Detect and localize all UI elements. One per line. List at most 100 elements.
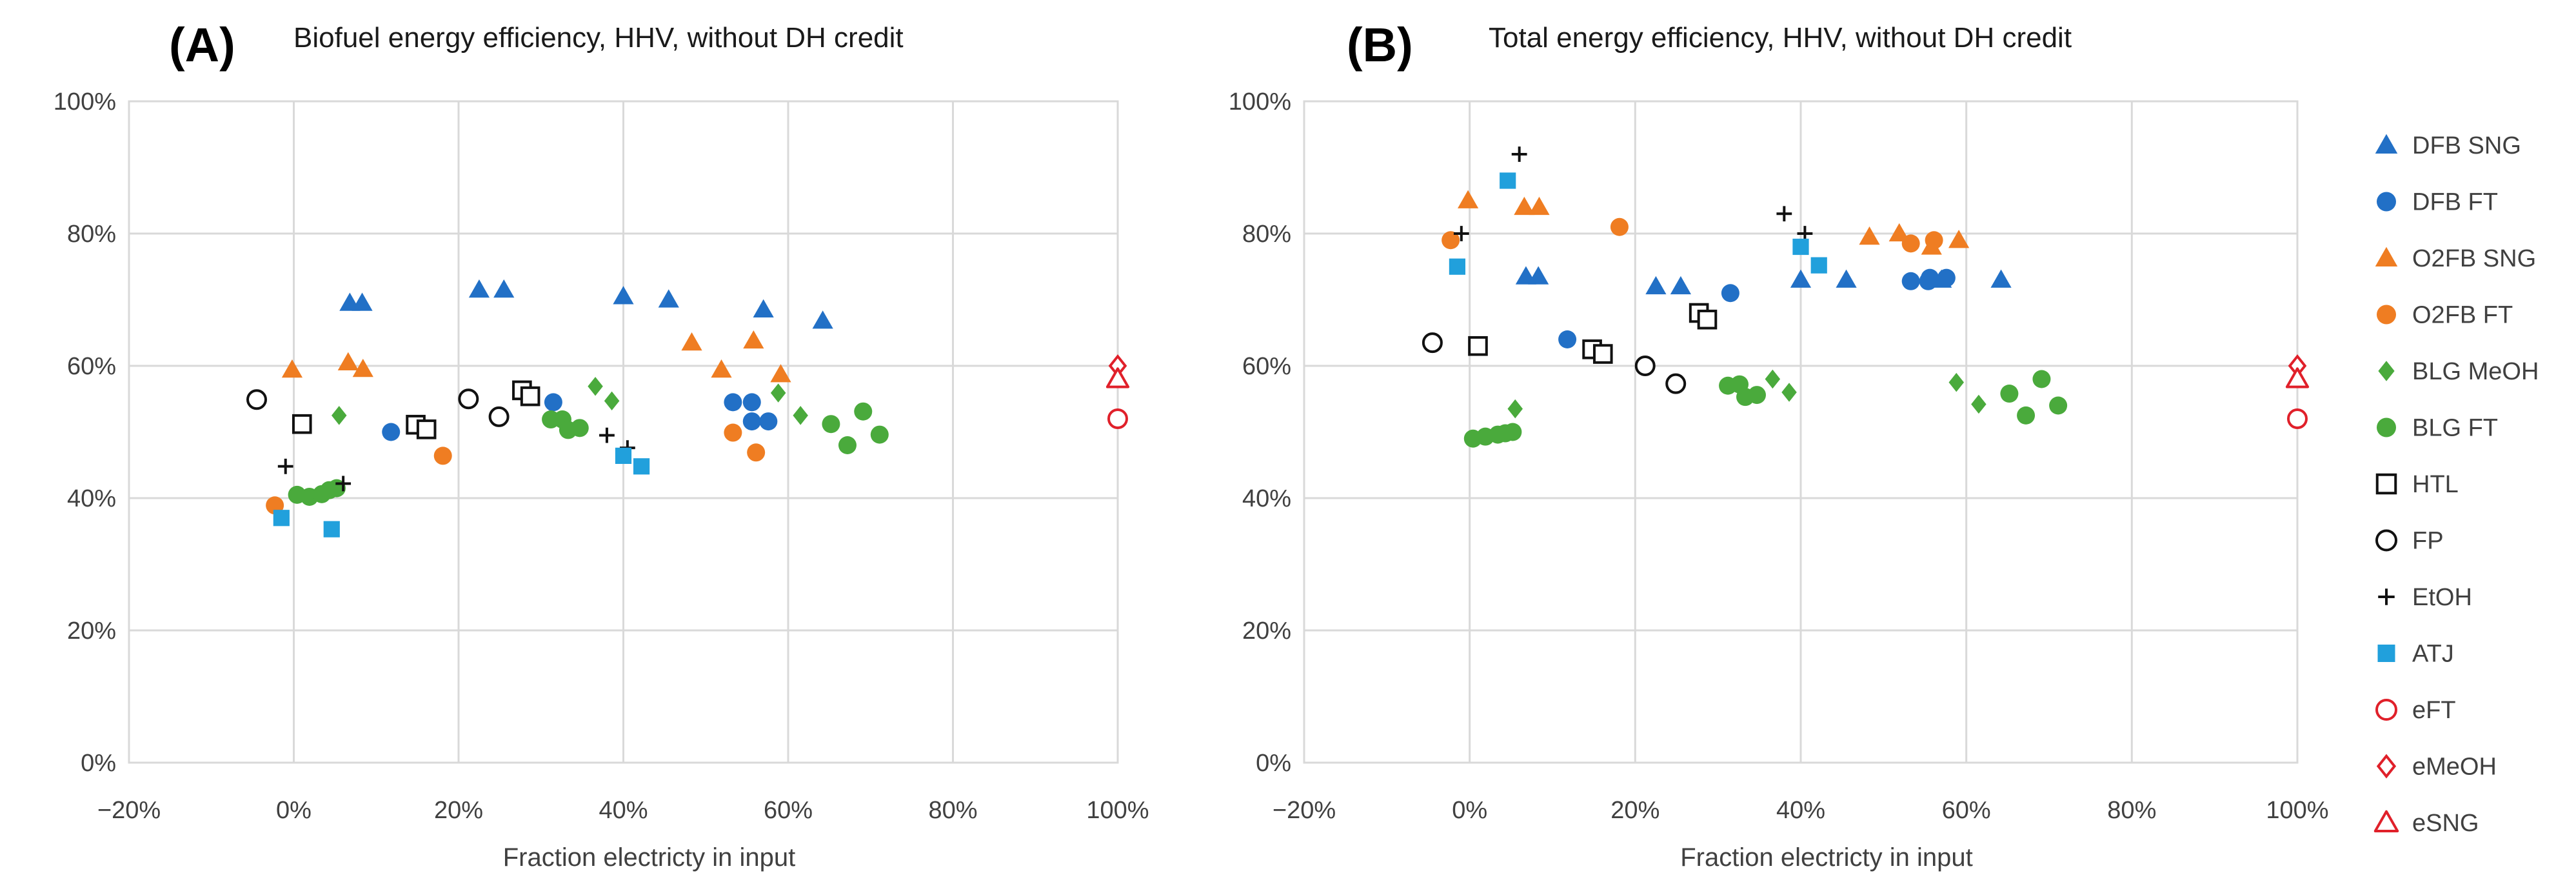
data-point-dfb-ft [724,393,742,412]
legend-item-atj: ATJ [2377,641,2454,668]
data-point-blg-meoh [1507,399,1523,419]
legend-item-dfb-ft: DFB FT [2377,189,2498,216]
data-point-fp [488,406,510,427]
x-tick-label: 60% [1942,797,1991,824]
legend-label: ATJ [2412,641,2454,668]
y-tick-label: 60% [67,353,116,380]
data-point-dfb-ft [1937,268,1956,287]
y-tick-label: 0% [1256,750,1291,777]
y-tick-label: 40% [1242,485,1291,512]
legend-label: EtOH [2412,584,2472,611]
legend-item-esng: eSNG [2373,810,2479,837]
legend-label: BLG FT [2412,415,2498,442]
y-tick-label: 20% [67,617,116,645]
data-point-dfb-sng [1645,276,1667,295]
data-point-dfb-sng [493,279,515,298]
data-point-htl [1592,344,1613,364]
data-point-dfb-ft [1901,272,1920,290]
data-point-dfb-sng [658,289,679,308]
panel-b-x-tick-labels: −20% 0% 20% 40% 60% 80% 100% [1273,797,2329,824]
data-point-dfb-ft [742,393,761,412]
data-point-esng [2285,367,2310,388]
legend-marker-o2fb-ft [2377,305,2396,325]
data-point-o2fb-ft [433,446,452,465]
panel-a-x-axis-label: Fraction electricty in input [503,843,796,872]
data-point-atj [1500,172,1516,189]
x-tick-label: 40% [1776,797,1825,824]
x-tick-label: 0% [276,797,312,824]
legend-item-fp: FP [2375,528,2444,555]
data-point-blg-ft [2000,385,2019,403]
legend-marker-htl [2375,473,2397,495]
data-point-dfb-sng [753,299,774,317]
data-point-o2fb-sng [1948,230,1970,248]
legend-marker-eft [2375,699,2397,721]
panel-a-data-points [246,279,1130,537]
x-tick-label: 100% [1086,797,1149,824]
legend-label: FP [2412,528,2444,555]
data-point-o2fb-ft [1925,231,1943,250]
panel-b-gridlines [1303,100,2299,764]
data-point-blg-meoh [588,377,603,396]
x-tick-label: 60% [764,797,813,824]
legend-marker-atj [2377,645,2395,662]
data-point-blg-meoh [1948,372,1965,392]
y-tick-label: 0% [81,750,116,777]
legend-label: O2FB SNG [2412,245,2536,272]
data-point-eft [2287,408,2308,429]
data-point-dfb-sng [1528,266,1549,285]
panel-a-x-tick-labels: −20% 0% 20% 40% 60% 80% 100% [97,797,1149,824]
legend-marker-blg-ft [2377,417,2396,437]
data-point-esng [1105,367,1130,388]
x-tick-label: 80% [2107,797,2156,824]
panel-b-data-points [1422,146,2310,448]
data-point-blg-ft [854,402,873,421]
legend-marker-etoh [2378,588,2395,605]
data-point-atj [1810,257,1827,274]
data-point-blg-ft [1747,386,1766,405]
data-point-blg-ft [822,415,840,434]
y-tick-label: 60% [1242,353,1291,380]
legend-label: eMeOH [2412,754,2497,781]
data-point-dfb-sng [1670,276,1692,295]
data-point-o2fb-ft [1901,234,1920,253]
data-point-o2fb-ft [1442,231,1460,250]
data-point-eft [1107,408,1128,429]
data-point-dfb-ft [742,412,761,431]
data-point-o2fb-ft [1610,217,1629,236]
data-point-fp [1634,356,1656,376]
y-tick-label: 100% [1229,88,1291,115]
x-tick-label: −20% [97,797,161,824]
data-point-blg-ft [838,436,857,454]
data-point-atj [273,510,290,527]
data-point-blg-ft [570,419,589,437]
legend-item-o2fb-ft: O2FB FT [2377,302,2513,329]
data-point-o2fb-ft [747,443,766,462]
data-point-htl [292,414,312,434]
data-point-dfb-sng [352,292,373,311]
data-point-blg-meoh [1781,383,1797,402]
data-point-blg-meoh [793,406,808,425]
data-point-atj [633,458,650,475]
legend-item-dfb-sng: DFB SNG [2375,132,2521,159]
data-point-etoh [277,458,293,474]
data-point-dfb-ft [1558,330,1577,348]
data-point-htl [1697,309,1718,330]
legend-item-etoh: EtOH [2378,584,2472,611]
data-point-atj [1449,258,1466,275]
data-point-o2fb-sng [1859,226,1880,245]
legend-marker-dfb-sng [2375,134,2398,154]
data-point-blg-ft [2049,396,2068,415]
panel-b-label: (B) [1347,18,1413,72]
panel-a-label: (A) [169,18,235,72]
data-point-dfb-sng [812,310,833,329]
y-tick-label: 40% [67,485,116,512]
data-point-dfb-sng [1990,269,2012,288]
data-point-o2fb-sng [337,352,359,370]
data-point-o2fb-sng [352,359,373,377]
panel-b-y-tick-labels: 0% 20% 40% 60% 80% 100% [1229,88,1291,777]
data-point-dfb-sng [1836,269,1857,288]
legend-item-htl: HTL [2375,471,2459,498]
legend-item-blg-meoh: BLG MeOH [2378,358,2539,385]
